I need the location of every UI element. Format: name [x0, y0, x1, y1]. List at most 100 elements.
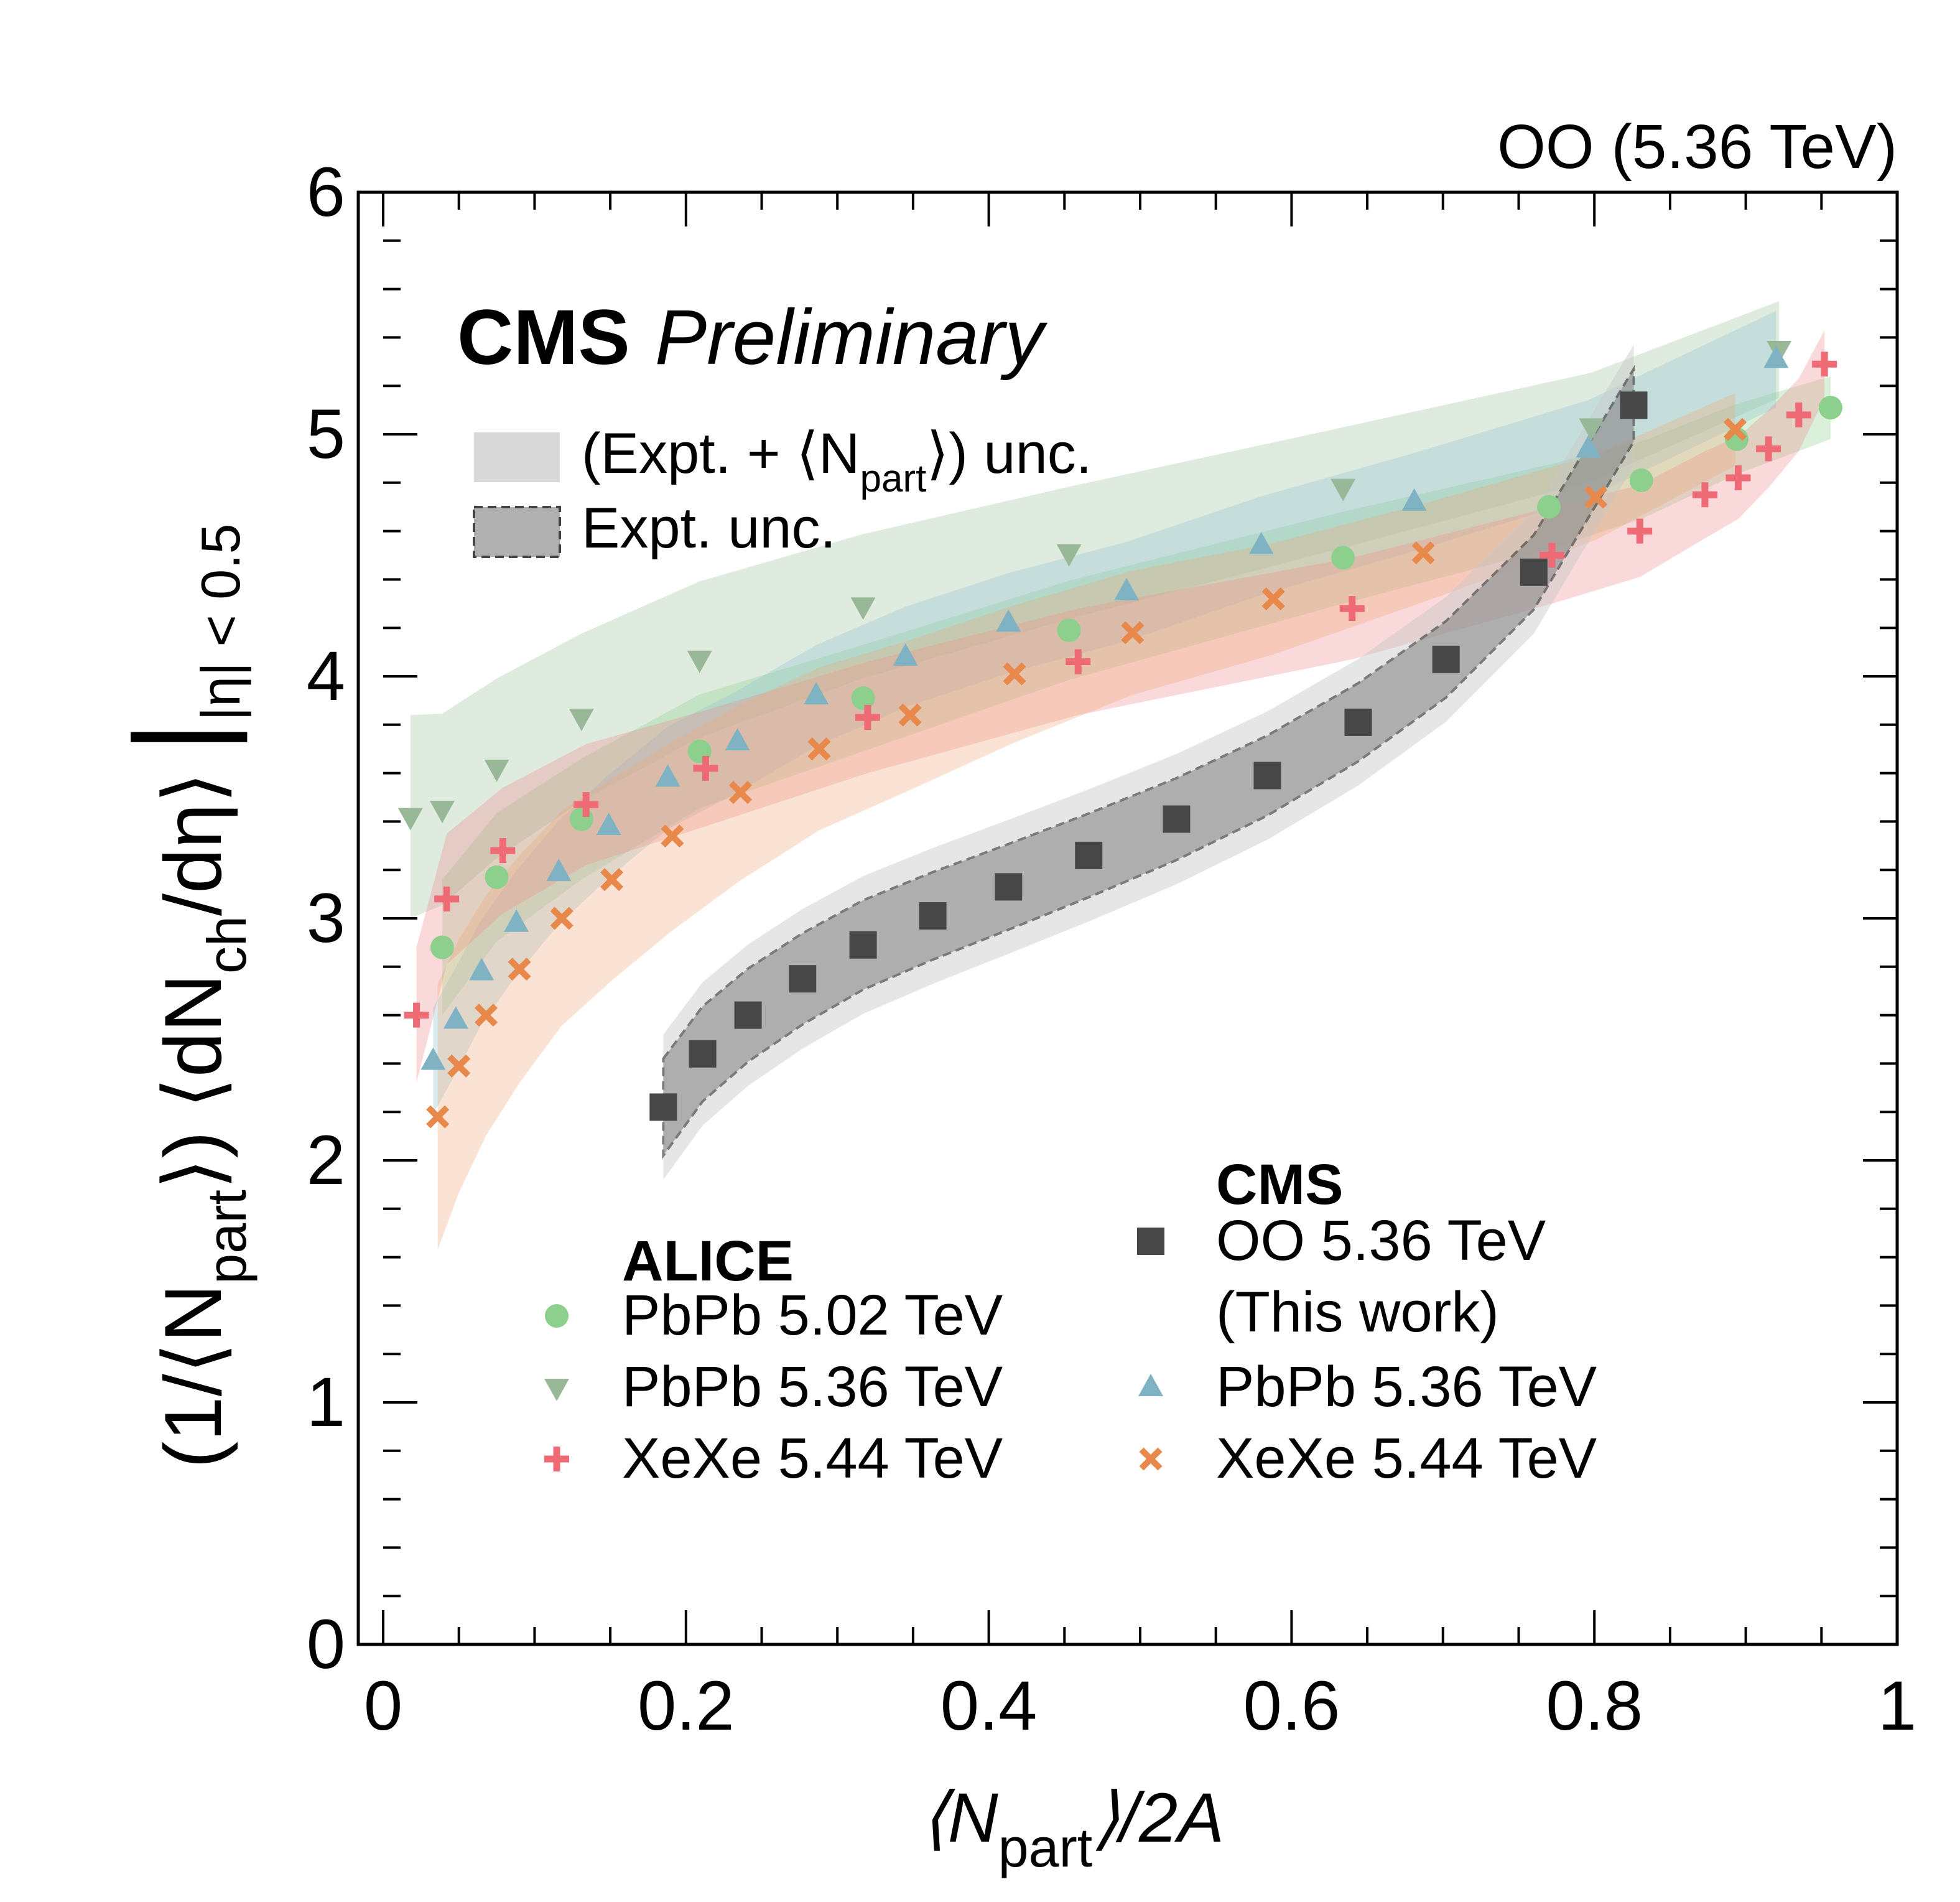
x-tick-label: 1	[1878, 1667, 1916, 1745]
axis-ticks: 0 0.2 0.4 0.6 0.8 1 0 1 2 3 4 5 6	[307, 153, 1916, 1745]
circle-marker	[430, 935, 454, 959]
square-marker	[734, 1001, 762, 1029]
y-tick-label: 6	[307, 153, 345, 231]
square-marker	[1075, 841, 1103, 869]
triangle-up-marker	[655, 764, 680, 787]
cross-marker	[661, 824, 684, 848]
square-marker	[649, 1093, 677, 1121]
square-marker	[1520, 558, 1548, 586]
x-tick-label: 0.2	[638, 1667, 735, 1745]
legend-triangle-up-icon	[1138, 1374, 1163, 1396]
circle-marker	[569, 807, 593, 831]
total-unc-band	[410, 301, 1780, 918]
triangle-down-marker	[1331, 478, 1356, 501]
triangle-up-marker	[1114, 577, 1140, 600]
triangle-up-marker	[546, 859, 572, 882]
plus-marker	[1812, 352, 1837, 377]
legend-expt-unc-label: Expt. unc.	[582, 496, 836, 560]
square-marker	[1432, 645, 1460, 673]
legend-entry-label: OO 5.36 TeV	[1216, 1209, 1546, 1272]
cross-marker	[508, 958, 531, 981]
uncertainty-bands	[410, 301, 1831, 1250]
triangle-up-marker	[1248, 531, 1274, 554]
preliminary-label: Preliminary	[655, 294, 1048, 381]
total-unc-band	[442, 376, 1831, 1015]
y-tick-label: 2	[307, 1121, 345, 1199]
y-tick-label: 4	[307, 637, 345, 715]
cross-marker	[898, 703, 922, 727]
cross-marker	[1724, 417, 1747, 441]
triangle-up-marker	[504, 909, 529, 932]
triangle-up-marker	[420, 1047, 446, 1070]
plus-marker	[1756, 436, 1781, 462]
triangle-down-marker	[687, 650, 712, 673]
triangle-down-marker	[569, 709, 594, 732]
cross-marker	[728, 781, 752, 804]
plus-marker	[1627, 518, 1653, 544]
triangle-down-marker	[1579, 418, 1604, 441]
triangle-down-marker	[1056, 544, 1082, 567]
y-axis-label: (1/⟨Npart⟩) ⟨dNch/dη⟩||η| < 0.5	[109, 523, 258, 1468]
plus-marker	[404, 1002, 429, 1028]
plus-marker	[1540, 543, 1565, 568]
triangle-up-marker	[469, 958, 495, 981]
triangle-up-marker	[443, 1006, 468, 1029]
plus-marker	[1725, 465, 1751, 491]
legend-triangle-down-icon	[544, 1379, 569, 1401]
triangle-up-marker	[804, 682, 829, 705]
legend-square-icon	[1137, 1228, 1164, 1255]
triangle-down-marker	[484, 759, 509, 782]
cross-marker	[600, 868, 624, 892]
x-axis-label: ⟨Npart⟩/2A	[921, 1779, 1224, 1878]
square-marker	[1163, 805, 1191, 833]
square-marker	[995, 873, 1023, 901]
square-marker	[1344, 708, 1372, 736]
legend-entry-label: PbPb 5.02 TeV	[622, 1284, 1003, 1347]
plus-marker	[434, 886, 460, 911]
triangle-down-marker	[397, 808, 423, 831]
triangle-up-marker	[1576, 435, 1601, 458]
legend-entry-label: XeXe 5.44 TeV	[622, 1427, 1003, 1490]
legend-alice-header: ALICE	[622, 1229, 794, 1293]
y-tick-label: 5	[307, 395, 345, 473]
cross-marker	[447, 1054, 471, 1078]
legend-plus-icon	[544, 1447, 569, 1471]
triangle-down-marker	[850, 597, 876, 620]
plus-marker	[574, 792, 599, 818]
triangle-up-marker	[1401, 488, 1427, 511]
square-marker	[919, 902, 947, 930]
triangle-down-marker	[429, 800, 455, 823]
square-marker	[849, 931, 877, 959]
total-unc-band	[433, 310, 1777, 1115]
cross-marker	[474, 1004, 498, 1027]
x-tick-label: 0	[364, 1667, 402, 1745]
triangle-up-marker	[725, 728, 750, 751]
cross-marker	[550, 907, 574, 930]
cross-marker	[1411, 541, 1435, 565]
cross-marker	[807, 737, 831, 761]
chart-title: OO (5.36 TeV)	[1497, 112, 1897, 182]
square-marker	[789, 965, 817, 993]
cms-label: CMS Preliminary	[457, 294, 1047, 381]
triangle-up-marker	[893, 643, 918, 666]
circle-marker	[1057, 618, 1081, 643]
triangle-up-marker	[996, 609, 1021, 632]
legend-cms-header: CMS	[1216, 1153, 1343, 1216]
cross-marker	[1584, 485, 1608, 509]
y-tick-label: 0	[307, 1605, 345, 1683]
triangle-up-marker	[596, 813, 621, 836]
plus-marker	[1339, 596, 1365, 622]
legend-total-unc-swatch	[474, 432, 560, 482]
plus-marker	[693, 755, 718, 781]
legend-entry-label: PbPb 5.36 TeV	[1216, 1355, 1597, 1419]
cross-marker	[1003, 662, 1026, 686]
square-marker	[1620, 391, 1648, 419]
circle-marker	[1537, 495, 1561, 519]
cross-marker	[1121, 621, 1145, 645]
x-tick-label: 0.6	[1243, 1667, 1340, 1745]
plus-marker	[490, 838, 516, 864]
data-markers	[397, 340, 1842, 1129]
circle-marker	[1818, 396, 1842, 420]
legend-expt-unc-swatch	[473, 506, 561, 558]
cross-marker	[426, 1105, 450, 1129]
